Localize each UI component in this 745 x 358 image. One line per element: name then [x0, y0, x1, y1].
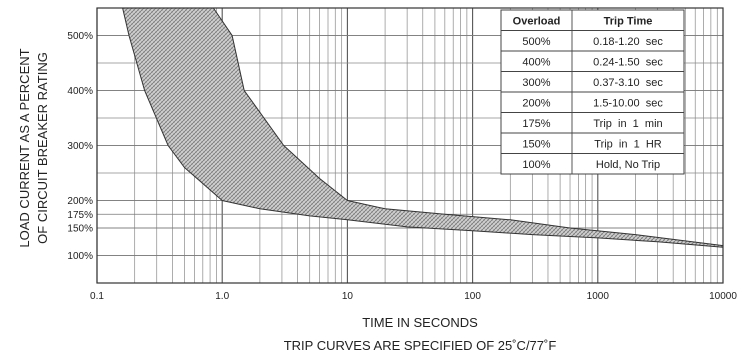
y-axis-label-line1: LOAD CURRENT AS A PERCENT	[17, 48, 32, 247]
y-tick-label: 400%	[67, 86, 93, 97]
x-axis-label: TIME IN SECONDS	[362, 315, 478, 330]
trip-table: Overload Trip Time 500% 0.18-1.20 sec 400% 0.…	[500, 9, 685, 175]
plot-border	[96, 7, 724, 284]
table-cell: 100%	[522, 159, 550, 171]
table-cell: 400%	[522, 56, 550, 68]
y-axis-ticks: 500% 400% 300% 200% 175% 150% 100%	[67, 31, 93, 262]
table-cell: 0.24-1.50 sec	[593, 56, 663, 68]
table-cell: 300%	[522, 77, 550, 89]
table-cell: 0.37-3.10 sec	[593, 77, 663, 89]
table-header-cell: Overload	[513, 15, 561, 27]
table-cell: 0.18-1.20 sec	[593, 36, 663, 48]
table-cell: Hold, No Trip	[596, 159, 660, 171]
table-header-cell: Trip Time	[604, 15, 653, 27]
x-tick-label: 1000	[587, 291, 610, 302]
y-tick-label: 150%	[67, 224, 93, 235]
x-tick-label: 1.0	[215, 291, 229, 302]
table-cell: Trip in 1 min	[593, 118, 662, 130]
max-trip-curve	[212, 7, 724, 247]
x-tick-label: 0.1	[90, 291, 104, 302]
y-tick-label: 100%	[67, 251, 93, 262]
trip-band-area	[122, 8, 724, 248]
table-cell: 1.5-10.00 sec	[593, 97, 663, 109]
table-cell: 150%	[522, 138, 550, 150]
y-tick-label: 200%	[67, 196, 93, 207]
table-cell: 200%	[522, 97, 550, 109]
table-cell: 175%	[522, 118, 550, 130]
y-tick-label: 175%	[67, 210, 93, 221]
min-trip-curve	[122, 7, 724, 248]
y-tick-label: 300%	[67, 141, 93, 152]
table-cell: 500%	[522, 36, 550, 48]
x-tick-label: 10	[342, 291, 354, 302]
x-axis-ticks: 0.1 1.0 10 100 1000 10000	[90, 291, 737, 302]
x-tick-label: 10000	[709, 291, 737, 302]
y-tick-label: 500%	[67, 31, 93, 42]
temperature-note: TRIP CURVES ARE SPECIFIED OF 25˚C/77˚F	[284, 338, 557, 353]
plot-frame	[96, 7, 724, 284]
trip-band	[122, 7, 724, 248]
table-cell: Trip in 1 HR	[594, 138, 661, 150]
y-axis-label-line2: OF CIRCUIT BREAKER RATING	[35, 52, 50, 244]
x-tick-label: 100	[464, 291, 481, 302]
